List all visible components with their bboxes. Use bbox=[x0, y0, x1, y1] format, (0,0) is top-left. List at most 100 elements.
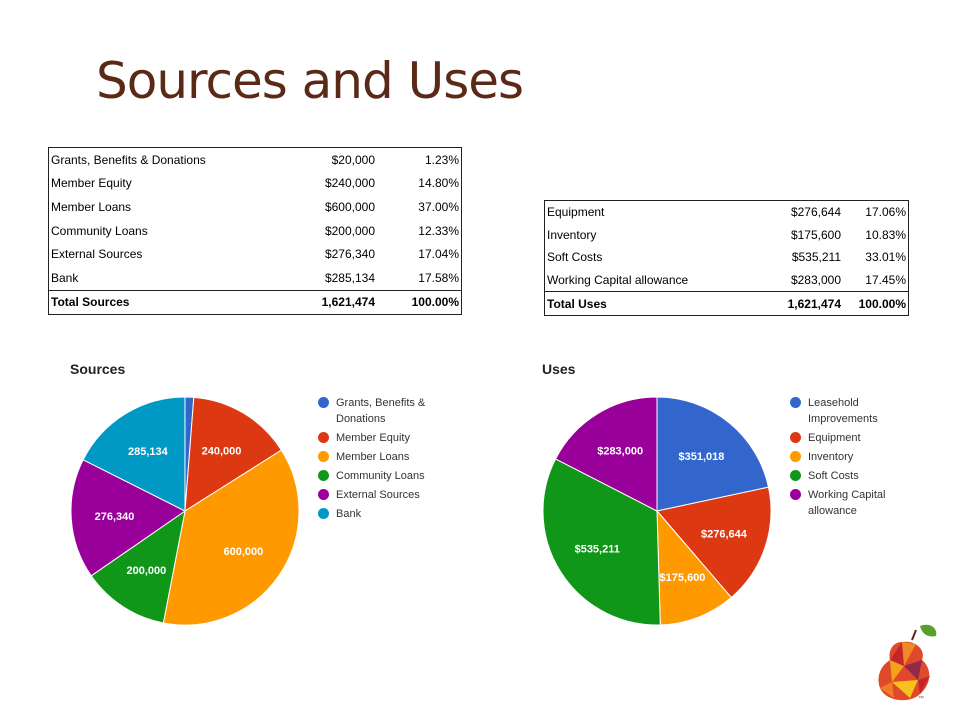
uses-row-label: Working Capital allowance bbox=[547, 273, 689, 288]
legend-item: Soft Costs bbox=[790, 468, 910, 484]
sources-total-amount: 1,621,474 bbox=[283, 289, 377, 315]
sources-total-label: Total Sources bbox=[48, 289, 283, 315]
uses-row: Equipment $276,644 17.06% bbox=[545, 201, 909, 224]
sources-row-label: Member Equity bbox=[51, 176, 132, 191]
sources-table: Grants, Benefits & Donations $20,000 1.23%… bbox=[48, 147, 462, 316]
legend-swatch bbox=[790, 397, 801, 408]
uses-chart-title: Uses bbox=[542, 361, 576, 377]
sources-row-label: External Sources bbox=[51, 247, 143, 262]
uses-total-label: Total Uses bbox=[544, 291, 759, 316]
sources-total-row: Total Sources 1,621,474 100.00% bbox=[48, 289, 462, 315]
legend-swatch bbox=[318, 489, 329, 500]
sources-row-label: Grants, Benefits & Donations bbox=[51, 152, 206, 167]
sources-row-percent: 17.58% bbox=[418, 270, 459, 285]
sources-legend: Grants, Benefits & Donations Member Equit… bbox=[318, 395, 428, 525]
legend-label: External Sources bbox=[336, 489, 420, 501]
pie-data-label: 276,340 bbox=[95, 511, 135, 523]
legend-swatch bbox=[318, 470, 329, 481]
sources-row-amount: $20,000 bbox=[331, 152, 375, 167]
pear-logo-icon: ™ bbox=[874, 620, 940, 711]
legend-item: Grants, Benefits & Donations bbox=[318, 395, 428, 427]
legend-item: Inventory bbox=[790, 449, 910, 465]
sources-row-percent: 17.04% bbox=[418, 247, 459, 262]
uses-row-percent: 17.45% bbox=[865, 273, 906, 288]
sources-chart-title: Sources bbox=[70, 361, 126, 377]
slide-title: Sources and Uses bbox=[96, 52, 524, 110]
legend-item: Equipment bbox=[790, 430, 910, 446]
uses-row-label: Inventory bbox=[547, 227, 597, 242]
legend-swatch bbox=[790, 470, 801, 481]
pie-data-label: $175,600 bbox=[660, 572, 706, 584]
legend-swatch bbox=[318, 508, 329, 519]
uses-row-amount: $535,211 bbox=[791, 250, 841, 265]
pie-data-label: $351,018 bbox=[679, 451, 725, 463]
uses-total-row: Total Uses 1,621,474 100.00% bbox=[544, 291, 909, 316]
sources-row-label: Community Loans bbox=[51, 223, 148, 238]
pie-slice-soft-costs bbox=[542, 458, 661, 626]
uses-table: Equipment $276,644 17.06% Inventory $175,600… bbox=[544, 200, 909, 316]
uses-row: Inventory $175,600 10.83% bbox=[545, 224, 909, 247]
sources-row-label: Member Loans bbox=[51, 199, 132, 214]
pie-data-label: 240,000 bbox=[202, 445, 242, 457]
uses-legend: Leasehold Improvements Equipment Inventory… bbox=[790, 395, 910, 522]
pie-data-label: 200,000 bbox=[126, 565, 166, 577]
legend-label: Working Capital allowance bbox=[808, 489, 886, 517]
pie-slice-community-loans bbox=[90, 509, 186, 624]
legend-swatch bbox=[790, 451, 801, 462]
uses-row: Soft Costs $535,211 33.01% bbox=[545, 246, 909, 269]
pie-data-label: 285,134 bbox=[128, 446, 169, 458]
legend-swatch bbox=[318, 451, 329, 462]
sources-row-amount: $200,000 bbox=[324, 223, 375, 238]
sources-row: Member Loans $600,000 37.00% bbox=[49, 195, 462, 219]
uses-row-label: Equipment bbox=[547, 205, 605, 220]
pie-data-label: $276,644 bbox=[701, 529, 748, 541]
uses-row-percent: 33.01% bbox=[865, 250, 906, 265]
legend-label: Equipment bbox=[808, 432, 861, 444]
pie-slice-working-capital-allowance bbox=[554, 396, 658, 512]
uses-total-amount: 1,621,474 bbox=[759, 291, 843, 316]
sources-row: Member Equity $240,000 14.80% bbox=[49, 172, 462, 196]
legend-swatch bbox=[318, 397, 329, 408]
pie-slice-equipment bbox=[656, 486, 772, 599]
uses-row: Working Capital allowance $283,000 17.45% bbox=[545, 269, 909, 292]
pie-slice-external-sources bbox=[70, 459, 186, 577]
sources-pie-chart: 240,000 600,000 200,000 276,340 285,134 bbox=[70, 396, 300, 626]
sources-row-percent: 12.33% bbox=[418, 223, 459, 238]
sources-row-percent: 1.23% bbox=[424, 152, 459, 167]
legend-item: Working Capital allowance bbox=[790, 487, 910, 519]
pie-slice-leasehold-improvements bbox=[656, 396, 770, 512]
uses-pie-chart: $351,018 $276,644 $175,600 $535,211 $283,000 bbox=[542, 396, 772, 626]
legend-label: Inventory bbox=[808, 451, 854, 463]
legend-label: Grants, Benefits & Donations bbox=[336, 397, 426, 425]
legend-label: Member Loans bbox=[336, 451, 410, 463]
sources-row-percent: 37.00% bbox=[418, 199, 459, 214]
uses-row-amount: $175,600 bbox=[790, 227, 841, 242]
uses-row-percent: 17.06% bbox=[865, 205, 906, 220]
pie-slice-inventory bbox=[656, 509, 732, 626]
uses-row-label: Soft Costs bbox=[547, 250, 603, 265]
legend-item: Community Loans bbox=[318, 468, 428, 484]
pie-data-label: $283,000 bbox=[597, 446, 643, 458]
legend-item: Leasehold Improvements bbox=[790, 395, 910, 427]
sources-row: Grants, Benefits & Donations $20,000 1.23% bbox=[49, 148, 462, 172]
sources-row-amount: $276,340 bbox=[324, 247, 375, 262]
legend-item: Member Loans bbox=[318, 449, 428, 465]
uses-total-percent: 100.00% bbox=[843, 291, 909, 316]
legend-item: Bank bbox=[318, 506, 428, 522]
legend-label: Leasehold Improvements bbox=[808, 397, 878, 425]
pie-slice-bank bbox=[82, 396, 186, 512]
pie-data-label: $535,211 bbox=[575, 544, 620, 556]
sources-row-amount: $600,000 bbox=[324, 199, 375, 214]
trademark-mark: ™ bbox=[918, 696, 924, 702]
sources-row: Community Loans $200,000 12.33% bbox=[49, 219, 462, 243]
sources-row: External Sources $276,340 17.04% bbox=[49, 242, 462, 266]
legend-label: Bank bbox=[336, 508, 362, 520]
uses-row-amount: $283,000 bbox=[790, 273, 841, 288]
sources-row-percent: 14.80% bbox=[418, 176, 459, 191]
uses-row-percent: 10.83% bbox=[865, 227, 906, 242]
legend-swatch bbox=[318, 432, 329, 443]
sources-row: Bank $285,134 17.58% bbox=[49, 266, 462, 290]
legend-swatch bbox=[790, 432, 801, 443]
legend-label: Soft Costs bbox=[808, 470, 859, 482]
pie-slice-member-loans bbox=[162, 449, 300, 626]
